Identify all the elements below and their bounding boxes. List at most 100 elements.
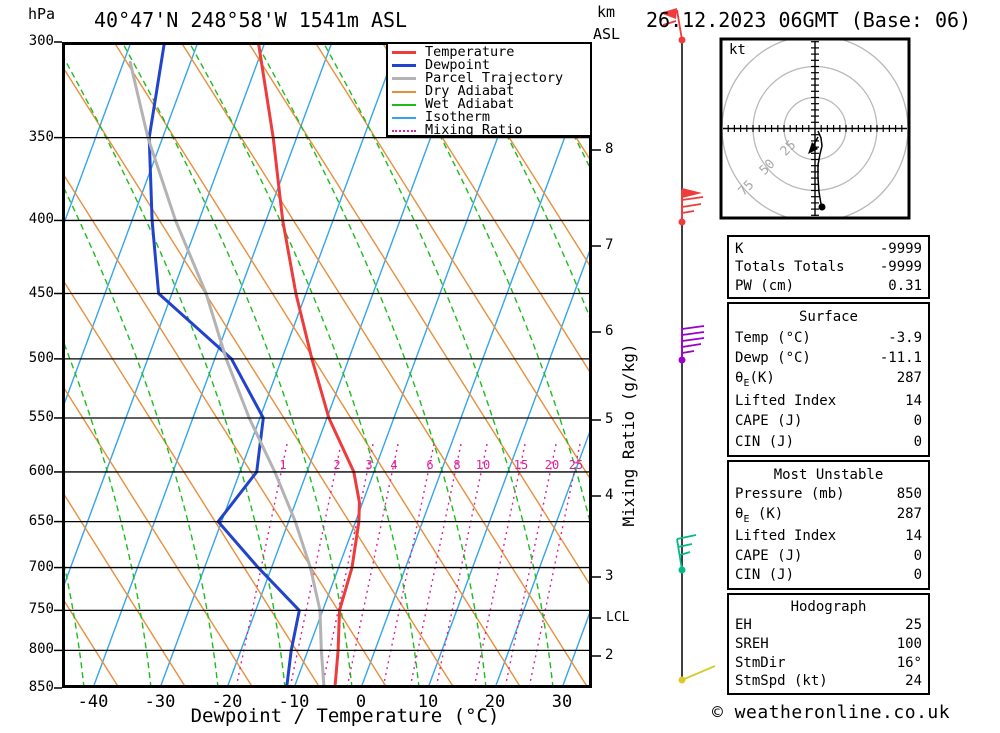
mixing-ratio-line (321, 443, 374, 687)
stat-label: CAPE (J) (735, 547, 803, 564)
station-title: 40°47'N 248°58'W 1541m ASL (94, 8, 408, 32)
stat-row: θE (K) 287 (735, 506, 922, 525)
stat-label: Lifted Index (735, 393, 837, 410)
legend-line-sample (392, 64, 416, 67)
wind-level-dot (678, 218, 686, 226)
legend-item-isotherm: Isotherm (392, 110, 590, 124)
stat-value: 0 (913, 567, 922, 584)
stat-value: -3.9 (888, 329, 922, 346)
stat-row: θE(K) 287 (735, 370, 922, 389)
pressure-tick-label: 500 (28, 349, 54, 366)
isotherm-line (64, 43, 132, 226)
legend-item-dewpoint: Dewpoint (392, 58, 590, 72)
stat-row: Lifted Index 14 (735, 393, 922, 409)
stat-label: CIN (J) (735, 433, 795, 450)
legend-label: Parcel Trajectory (425, 69, 564, 86)
hodograph-unit-label: kt (729, 42, 746, 58)
dewpoint-curve (147, 43, 301, 687)
legend-item-dry-adiabat: Dry Adiabat (392, 84, 590, 98)
isotherm-line (427, 248, 590, 687)
stat-value: -11.1 (879, 349, 922, 366)
temp-tick-label: -20 (211, 692, 243, 712)
most-unstable-table: Most Unstable Pressure (mb) 850 θE (K) 287 Li… (727, 460, 930, 590)
dry-adiabat-line (64, 174, 388, 687)
pressure-unit-label: hPa (28, 5, 56, 23)
wind-barb-line (662, 20, 677, 26)
stat-row: Temp (°C) -3.9 (735, 330, 922, 346)
stat-value: 14 (905, 393, 922, 410)
dry-adiabat-line (113, 43, 522, 687)
stat-label: Pressure (mb) (735, 486, 845, 503)
isotherm-line (226, 43, 467, 687)
hodograph-stats-table: Hodograph EH 25 SREH 100 StmDir 16° StmSpd (kt)… (727, 593, 930, 695)
isotherm-line (64, 43, 266, 588)
dry-adiabat-line (64, 67, 455, 687)
stat-value: 100 (896, 635, 922, 652)
stat-value: 0 (913, 433, 922, 450)
pressure-tick-label: 550 (28, 408, 54, 425)
mixing-ratio-line (409, 443, 462, 687)
pressure-tick-label: 600 (28, 462, 54, 479)
lcl-label: LCL (606, 610, 630, 625)
stat-value: 287 (896, 505, 922, 522)
mixing-ratio-value-label: 1 (279, 458, 287, 472)
km-tick-label: 6 (605, 323, 614, 339)
mixing-ratio-value-label: 20 (544, 458, 560, 472)
stat-row: EH 25 (735, 617, 922, 633)
pressure-tick-label: 850 (28, 679, 54, 695)
pressure-tick-label: 450 (28, 284, 54, 301)
temp-tick-label: -10 (278, 692, 310, 712)
km-tick-label: 4 (605, 487, 614, 503)
mixing-ratio-axis-label: Mixing Ratio (g/kg) (619, 343, 638, 527)
mixing-ratio-value-label: 25 (568, 458, 584, 472)
mixing-ratio-line (289, 443, 342, 687)
pressure-tick-label: 300 (28, 33, 54, 49)
wet-adiabat-line (456, 43, 590, 320)
wind-barb-line (681, 350, 695, 354)
km-tick-label: 2 (605, 647, 614, 663)
legend-line-sample (392, 77, 416, 80)
stat-label: StmSpd (kt) (735, 673, 828, 690)
surface-table-header: Surface (798, 309, 858, 326)
wind-barb-line (677, 543, 693, 548)
theta-e-subscript: E (743, 377, 750, 389)
dry-adiabat-line (180, 43, 589, 687)
wind-barb-line (676, 538, 683, 571)
stat-row: CIN (J) 0 (735, 567, 922, 583)
stat-label: PW (cm) (735, 277, 795, 294)
dry-adiabat-line (515, 43, 590, 161)
temp-tick-label: -30 (144, 692, 176, 712)
km-tick-label: 7 (605, 237, 614, 253)
legend-item-wet-adiabat: Wet Adiabat (392, 95, 590, 112)
isotherm-line (360, 67, 590, 687)
km-tick-label: 8 (605, 141, 614, 157)
stat-row: SREH 100 (735, 636, 922, 652)
stat-label: StmDir (735, 654, 786, 671)
stat-label: K (735, 240, 744, 257)
pressure-tick-label: 800 (28, 641, 54, 658)
legend-item-parcel-trajectory: Parcel Trajectory (392, 69, 590, 86)
isotherm-line (494, 429, 590, 687)
stat-value: 0.31 (888, 277, 922, 294)
indices-table: K -9999 Totals Totals -9999 PW (cm) 0.31 (727, 235, 930, 299)
wind-barb-line (676, 9, 683, 41)
wind-barb-line (681, 196, 704, 201)
wet-adiabat-line (64, 186, 219, 687)
stat-value: -9999 (879, 259, 922, 275)
mixing-ratio-value-label: 6 (426, 458, 434, 472)
legend-label: Wet Adiabat (425, 95, 515, 112)
mixing-ratio-value-label: 8 (453, 458, 461, 472)
legend-box: Temperature Dewpoint Parcel Trajectory Dry … (386, 44, 590, 138)
wind-level-dot (678, 566, 686, 574)
dry-adiabat-line (64, 386, 254, 687)
temp-tick-label: 10 (417, 692, 439, 712)
stat-value: 0 (913, 547, 922, 564)
isotherm-line (159, 43, 400, 687)
wind-barb-line (681, 325, 705, 330)
stat-row: Totals Totals -9999 (735, 259, 922, 275)
stat-row: CIN (J) 0 (735, 434, 922, 450)
stat-row: CAPE (J) 0 (735, 413, 922, 429)
isotherm-line (64, 43, 199, 407)
dry-adiabat-line (64, 493, 187, 687)
stat-row: CAPE (J) 0 (735, 548, 922, 564)
